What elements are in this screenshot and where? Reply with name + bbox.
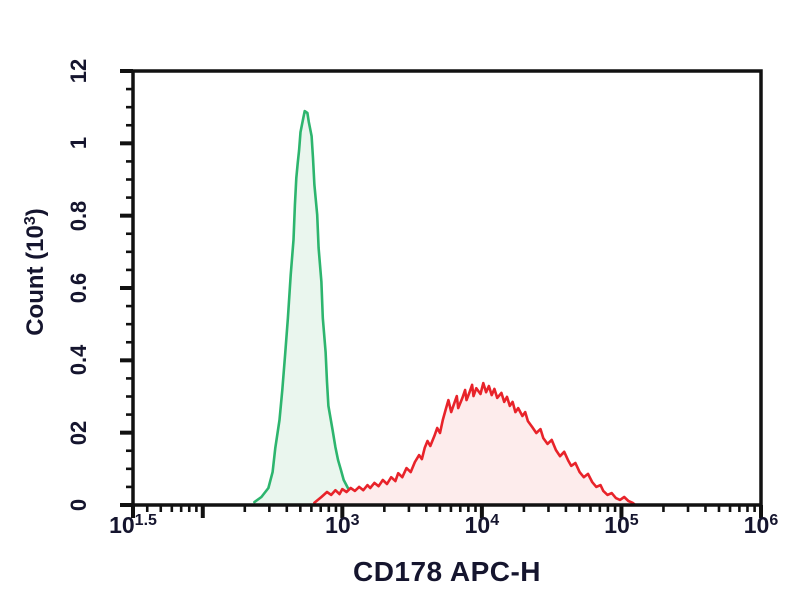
x-tick-exponent: 6 bbox=[769, 512, 779, 529]
x-tick-label: 103 bbox=[325, 512, 360, 539]
x-tick-base: 10 bbox=[604, 512, 630, 538]
x-tick-label: 105 bbox=[604, 512, 639, 539]
x-tick-label: 101.5 bbox=[109, 512, 157, 539]
y-tick-label: 02 bbox=[66, 420, 91, 445]
x-tick-label: 104 bbox=[465, 512, 500, 539]
y-tick-label: 1 bbox=[66, 137, 91, 150]
x-tick-base: 10 bbox=[743, 512, 770, 538]
y-tick-label: 0.8 bbox=[66, 200, 91, 231]
series-green-curve bbox=[253, 109, 397, 506]
y-tick-label: 12 bbox=[66, 58, 91, 84]
x-tick-label: 106 bbox=[744, 512, 779, 539]
x-axis-title: CD178 APC-H bbox=[352, 556, 542, 587]
x-tick-base: 10 bbox=[325, 512, 351, 538]
series-red-curve bbox=[313, 381, 637, 507]
x-tick-base: 10 bbox=[464, 512, 491, 538]
x-tick-exponent: 5 bbox=[629, 512, 639, 529]
y-axis-title-superscript: 3 bbox=[22, 216, 39, 226]
x-tick-exponent: 1.5 bbox=[134, 512, 157, 529]
x-tick-exponent: 4 bbox=[490, 512, 500, 529]
y-axis-title: Count (103) bbox=[22, 208, 50, 336]
x-tick-base: 10 bbox=[109, 512, 135, 538]
y-tick-label: 0.6 bbox=[66, 272, 91, 304]
series-red-fill bbox=[314, 383, 636, 505]
y-tick-label: 0 bbox=[66, 498, 91, 512]
y-axis-title-text: Count (10 bbox=[22, 225, 49, 336]
x-tick-exponent: 3 bbox=[350, 512, 360, 529]
y-tick-label: 0.4 bbox=[66, 345, 91, 376]
series-green-fill bbox=[254, 111, 396, 505]
